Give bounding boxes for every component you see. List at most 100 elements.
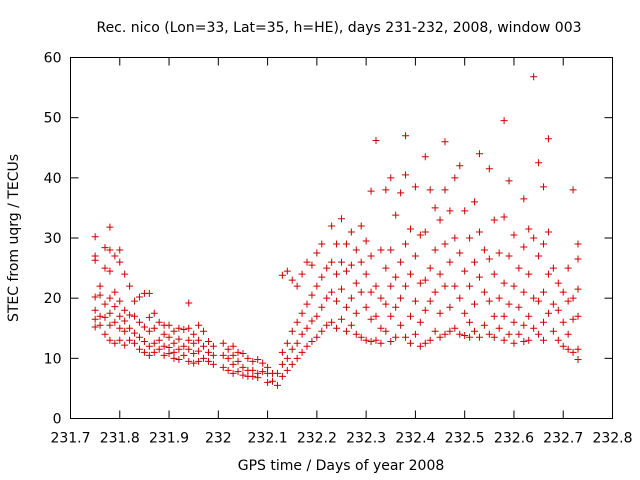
data-point — [421, 306, 429, 314]
data-point — [101, 330, 109, 338]
data-point — [362, 336, 370, 344]
data-point — [574, 356, 582, 364]
data-point — [485, 297, 493, 305]
data-point — [367, 315, 375, 323]
y-tick-label: 60 — [44, 51, 62, 67]
data-point — [333, 324, 341, 332]
data-point — [140, 323, 148, 331]
data-point — [111, 339, 119, 347]
data-point — [535, 252, 543, 260]
data-point — [244, 354, 252, 362]
data-point — [229, 360, 237, 368]
data-point — [200, 354, 208, 362]
data-point — [377, 324, 385, 332]
data-point — [569, 315, 577, 323]
data-point — [224, 366, 232, 374]
data-point — [515, 264, 523, 272]
data-point — [308, 291, 316, 299]
data-point — [234, 348, 242, 356]
data-point — [111, 303, 119, 311]
data-point — [338, 285, 345, 293]
data-point — [500, 312, 508, 320]
data-point — [441, 330, 449, 338]
data-point — [135, 333, 143, 341]
data-point — [535, 159, 543, 167]
data-point — [475, 150, 483, 158]
data-point — [441, 186, 449, 194]
data-point — [342, 327, 350, 335]
data-point — [544, 309, 552, 317]
data-point — [574, 240, 582, 248]
data-point — [421, 228, 429, 236]
data-point — [313, 282, 321, 290]
data-point — [131, 297, 139, 305]
data-point — [175, 335, 183, 343]
data-point — [535, 330, 543, 338]
data-point — [411, 183, 419, 191]
data-point — [318, 240, 326, 248]
data-point — [402, 132, 410, 140]
data-point — [367, 187, 375, 195]
data-point — [273, 381, 281, 389]
x-tick-label: 232.6 — [494, 431, 534, 447]
data-point — [195, 347, 203, 355]
data-point — [313, 249, 321, 257]
data-point — [288, 276, 296, 284]
data-point — [372, 137, 380, 145]
data-point — [421, 153, 429, 161]
data-point — [554, 306, 562, 314]
data-point — [530, 73, 538, 81]
data-point — [145, 289, 153, 297]
data-point — [224, 354, 232, 362]
data-point — [347, 294, 355, 302]
data-point — [387, 174, 395, 182]
data-point — [461, 309, 469, 317]
data-point — [461, 267, 469, 275]
data-point — [91, 306, 99, 314]
data-point — [352, 309, 360, 317]
data-point — [540, 336, 548, 344]
data-point — [431, 288, 439, 296]
data-point — [451, 174, 459, 182]
x-tick-label: 232.1 — [248, 431, 288, 447]
data-point — [466, 333, 474, 341]
data-point — [254, 374, 262, 382]
data-point — [91, 256, 99, 264]
y-tick-label: 40 — [44, 171, 62, 187]
data-point — [569, 186, 577, 194]
data-point — [195, 357, 203, 365]
data-point — [318, 303, 326, 311]
x-tick-label: 232 — [205, 431, 232, 447]
data-point — [116, 324, 124, 332]
data-point — [372, 282, 380, 290]
data-point — [382, 264, 390, 272]
data-point — [269, 377, 277, 385]
data-point — [357, 258, 365, 266]
data-point — [510, 231, 518, 239]
data-point — [259, 359, 267, 367]
data-point — [170, 354, 178, 362]
data-point — [564, 297, 572, 305]
data-point — [530, 234, 538, 242]
data-point — [200, 327, 208, 335]
data-point — [96, 312, 104, 320]
data-point — [544, 135, 552, 143]
data-point — [480, 246, 488, 254]
data-point — [180, 325, 188, 333]
data-point — [234, 368, 242, 376]
data-point — [564, 264, 572, 272]
y-tick-label: 30 — [44, 231, 62, 247]
data-point — [441, 138, 449, 146]
data-point — [500, 117, 508, 125]
data-point — [500, 279, 508, 287]
data-point — [111, 318, 119, 326]
data-point — [485, 330, 493, 338]
data-point — [96, 282, 104, 290]
data-point — [106, 294, 114, 302]
data-point — [219, 339, 227, 347]
data-point — [505, 177, 513, 185]
data-point — [106, 309, 114, 317]
data-point — [431, 327, 439, 335]
data-point — [160, 351, 168, 359]
data-point — [185, 357, 193, 365]
